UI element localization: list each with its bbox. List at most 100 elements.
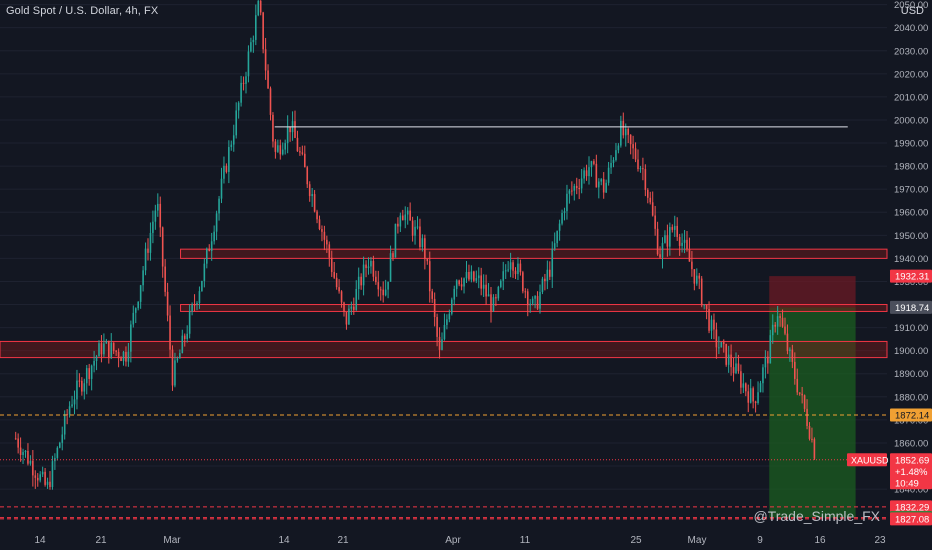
candle-body (377, 282, 380, 290)
candle-body (578, 188, 580, 190)
candle-body (220, 178, 223, 199)
candle-body (534, 296, 536, 299)
candle-body (737, 363, 740, 372)
candle-body (120, 358, 122, 362)
y-tick-label: 1860.00 (894, 438, 928, 449)
candle-body (475, 278, 478, 281)
candle-body (502, 271, 505, 281)
candle-body (811, 438, 813, 440)
candle-body (414, 226, 416, 236)
candle-body (781, 317, 784, 327)
candle-body (568, 190, 571, 194)
candle-body (519, 263, 522, 273)
candle-body (247, 51, 250, 77)
candle-body (213, 231, 215, 242)
candle-body (627, 128, 629, 135)
candle-body (242, 82, 245, 84)
candle-body (460, 284, 463, 287)
candle-body (617, 145, 620, 151)
candle-body (671, 227, 674, 230)
candle-body (732, 367, 735, 374)
candle-body (321, 229, 323, 232)
candle-body (446, 319, 448, 325)
candle-body (44, 471, 46, 485)
candle-body (629, 134, 632, 145)
y-tick-label: 1970.00 (894, 185, 928, 196)
candle-body (34, 475, 37, 478)
candle-body (397, 223, 399, 227)
candle-body (455, 280, 458, 289)
candle-body (801, 393, 803, 396)
candle-body (49, 481, 51, 488)
candle-body (14, 438, 17, 440)
candle-body (507, 269, 509, 271)
candle-body (83, 383, 86, 392)
candle-body (762, 367, 764, 384)
candle-body (225, 165, 228, 172)
candle-body (110, 342, 113, 358)
candle-body (683, 239, 686, 243)
price-label: 1872.14 (895, 410, 929, 421)
candle-body (281, 149, 284, 155)
candle-body (791, 349, 794, 362)
candle-body (504, 270, 507, 272)
candle-body (193, 304, 196, 306)
candle-body (122, 351, 125, 362)
candle-body (539, 291, 541, 309)
candle-body (678, 236, 681, 246)
candle-body (779, 316, 781, 318)
candle-body (759, 383, 762, 393)
candle-body (769, 335, 772, 364)
candle-body (365, 264, 367, 269)
candle-body (237, 102, 240, 111)
candle-body (262, 12, 264, 50)
candle-body (713, 319, 715, 330)
candle-body (544, 278, 546, 282)
candle-body (715, 329, 718, 348)
current-quote-box (890, 453, 932, 490)
candle-body (152, 221, 154, 233)
candle-body (575, 185, 578, 189)
candle-body (17, 438, 19, 448)
candle-body (301, 152, 304, 154)
y-tick-label: 1900.00 (894, 346, 928, 357)
candle-body (134, 308, 137, 313)
candle-body (443, 324, 446, 340)
candle-body (81, 380, 83, 392)
currency-label[interactable]: USD (900, 5, 924, 17)
candle-body (208, 248, 211, 252)
candle-body (360, 276, 362, 286)
candle-body (573, 185, 576, 191)
candle-body (563, 211, 566, 214)
candle-body (394, 223, 397, 258)
x-tick-label: 11 (520, 535, 531, 546)
candle-body (803, 395, 806, 409)
candle-body (634, 148, 637, 160)
candle-body (637, 159, 639, 170)
candle-body (147, 248, 149, 253)
candle-body (404, 214, 407, 221)
price-label: 1827.08 (895, 514, 929, 525)
x-tick-label: 16 (814, 535, 826, 546)
symbol-badge[interactable] (847, 453, 887, 467)
price-label: 1832.29 (895, 502, 929, 513)
candle-body (509, 262, 512, 270)
candle-body (749, 388, 752, 403)
candle-body (259, 0, 262, 13)
symbol-label: XAUUSD (851, 455, 889, 465)
y-tick-label: 2010.00 (894, 92, 928, 103)
candle-body (299, 151, 301, 153)
candle-body (223, 165, 225, 179)
candle-body (39, 474, 41, 481)
candle-body (566, 193, 568, 212)
candle-body (490, 294, 492, 312)
candle-body (700, 278, 703, 306)
candle-body (517, 263, 519, 275)
y-tick-label: 1910.00 (894, 323, 928, 334)
candle-body (205, 248, 208, 264)
candle-body (105, 340, 108, 344)
candle-body (340, 291, 343, 303)
price-label-box (890, 300, 932, 314)
